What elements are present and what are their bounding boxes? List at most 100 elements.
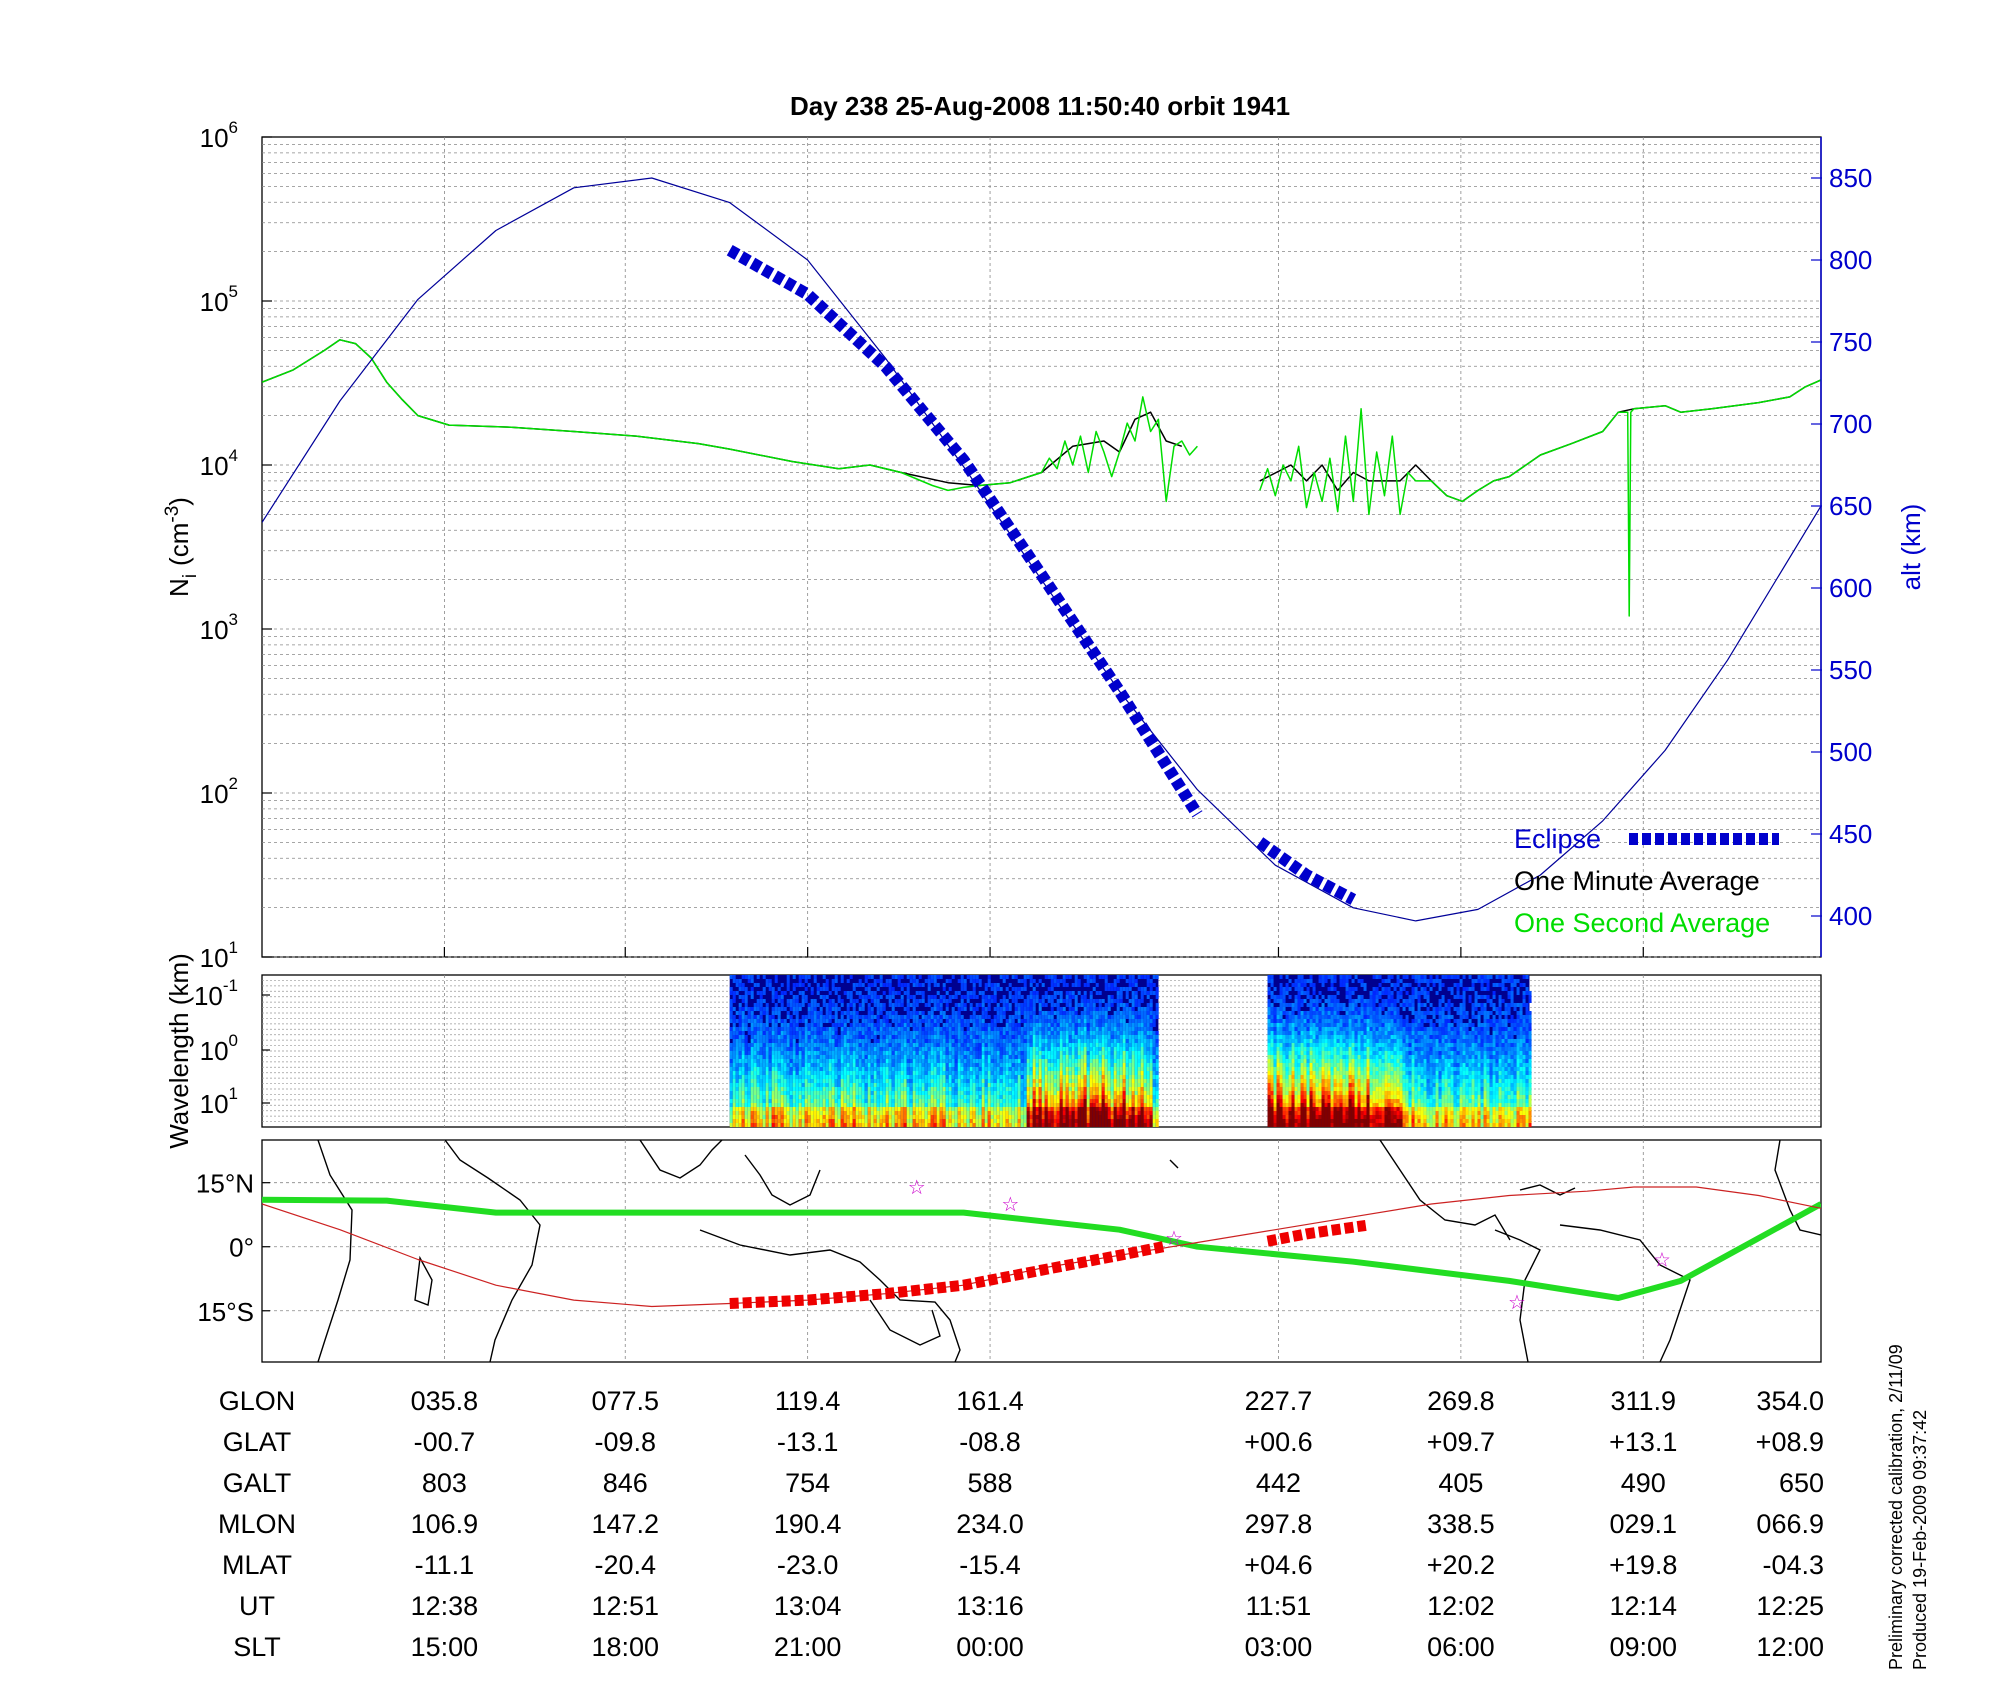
spectrogram-cell — [1008, 1027, 1012, 1031]
spectrogram-cell — [993, 1019, 997, 1023]
spectrogram-cell — [1017, 1027, 1021, 1031]
spectrogram-cell — [780, 1031, 784, 1035]
spectrogram-cell — [876, 999, 880, 1003]
spectrogram-cell — [927, 1123, 931, 1127]
spectrogram-cell — [1005, 1087, 1009, 1091]
spectrogram-cell — [855, 1051, 859, 1055]
spectrogram-cell — [951, 1039, 955, 1043]
spectrogram-cell — [756, 1043, 760, 1047]
spectrogram-cell — [771, 1035, 775, 1039]
spectrogram-cell — [1041, 1123, 1045, 1127]
spectrogram-cell — [996, 1067, 1000, 1071]
spectrogram-cell — [1011, 1063, 1015, 1067]
spectrogram-cell — [846, 991, 850, 995]
spectrogram-cell — [1023, 1111, 1027, 1115]
spectrogram-cell — [810, 1027, 814, 1031]
spectrogram-cell — [921, 1095, 925, 1099]
spectrogram-cell — [834, 1095, 838, 1099]
spectrogram-cell — [957, 1019, 961, 1023]
spectrogram-cell — [1152, 1079, 1156, 1083]
spectrogram-cell — [741, 1047, 745, 1051]
spectrogram-cell — [1014, 1059, 1018, 1063]
spectrogram-cell — [828, 1027, 832, 1031]
spectrogram-cell — [846, 1047, 850, 1051]
spectrogram-cell — [774, 1059, 778, 1063]
spectrogram-cell — [939, 1051, 943, 1055]
spectrogram-cell — [921, 1103, 925, 1107]
spectrogram-cell — [879, 1007, 883, 1011]
spectrogram-cell — [888, 1051, 892, 1055]
spectrogram-cell — [861, 1103, 865, 1107]
spectrogram-cell — [867, 1055, 871, 1059]
spectrogram-cell — [1089, 1119, 1093, 1123]
spectrogram-cell — [1023, 1075, 1027, 1079]
spectrogram-cell — [951, 1047, 955, 1051]
spectrogram-cell — [1092, 1031, 1096, 1035]
spectrogram-cell — [978, 1023, 982, 1027]
spectrogram-cell — [768, 1027, 772, 1031]
spectrogram-cell — [900, 1067, 904, 1071]
spectrogram-cell — [1119, 1103, 1123, 1107]
spectrogram-cell — [1134, 1111, 1138, 1115]
spectrogram-cell — [879, 1095, 883, 1099]
spectrogram-cell — [939, 1015, 943, 1019]
spectrogram-cell — [879, 1091, 883, 1095]
spectrogram-cell — [861, 1027, 865, 1031]
spectrogram-cell — [738, 1087, 742, 1091]
spectrogram-cell — [906, 975, 910, 979]
spectrogram-cell — [894, 1011, 898, 1015]
spectrogram-cell — [948, 1095, 952, 1099]
spectrogram-cell — [915, 1059, 919, 1063]
spectrogram-cell — [795, 999, 799, 1003]
spectrogram-cell — [849, 1067, 853, 1071]
spectrogram-cell — [1074, 1055, 1078, 1059]
spectrogram-cell — [1095, 1063, 1099, 1067]
spectrogram-cell — [822, 1095, 826, 1099]
spectrogram-cell — [984, 1079, 988, 1083]
spectrogram-cell — [786, 975, 790, 979]
spectrogram-cell — [879, 1067, 883, 1071]
spectrogram-cell — [750, 975, 754, 979]
spectrogram-cell — [981, 1079, 985, 1083]
spectrogram-cell — [828, 1031, 832, 1035]
spectrogram-cell — [951, 1027, 955, 1031]
spectrogram-cell — [936, 1027, 940, 1031]
spectrogram-cell — [969, 1015, 973, 1019]
spectrogram-cell — [786, 1055, 790, 1059]
spectrogram-cell — [867, 1031, 871, 1035]
spectrogram-cell — [792, 1011, 796, 1015]
spectrogram-cell — [969, 1007, 973, 1011]
spectrogram-cell — [975, 1007, 979, 1011]
spectrogram-cell — [1047, 1035, 1051, 1039]
spectrogram-cell — [867, 1123, 871, 1127]
spectrogram-cell — [831, 1035, 835, 1039]
spectrogram-cell — [915, 1123, 919, 1127]
spectrogram-cell — [1002, 1027, 1006, 1031]
spectrogram-cell — [930, 1091, 934, 1095]
spectrogram-cell — [837, 1051, 841, 1055]
spectrogram-cell — [1101, 1095, 1105, 1099]
spectrogram-cell — [1128, 1115, 1132, 1119]
spectrogram-cell — [882, 1115, 886, 1119]
spectrogram-cell — [1017, 995, 1021, 999]
spectrogram-cell — [858, 983, 862, 987]
spectrogram-cell — [945, 1071, 949, 1075]
spectrogram-cell — [882, 1107, 886, 1111]
spectrogram-cell — [1128, 1031, 1132, 1035]
spectrogram-cell — [807, 1075, 811, 1079]
spectrogram-cell — [798, 1007, 802, 1011]
spectrogram-cell — [912, 1111, 916, 1115]
spectrogram-cell — [765, 1099, 769, 1103]
spectrogram-cell — [786, 1087, 790, 1091]
spectrogram-cell — [1140, 1103, 1144, 1107]
spectrogram-cell — [1146, 1031, 1150, 1035]
spectrogram-cell — [987, 1023, 991, 1027]
spectrogram-cell — [1005, 1059, 1009, 1063]
spectrogram-cell — [867, 1043, 871, 1047]
spectrogram-cell — [894, 1067, 898, 1071]
spectrogram-cell — [780, 1087, 784, 1091]
spectrogram-cell — [816, 1087, 820, 1091]
spectrogram-cell — [894, 1111, 898, 1115]
spectrogram-cell — [756, 1095, 760, 1099]
spectrogram-cell — [939, 1011, 943, 1015]
